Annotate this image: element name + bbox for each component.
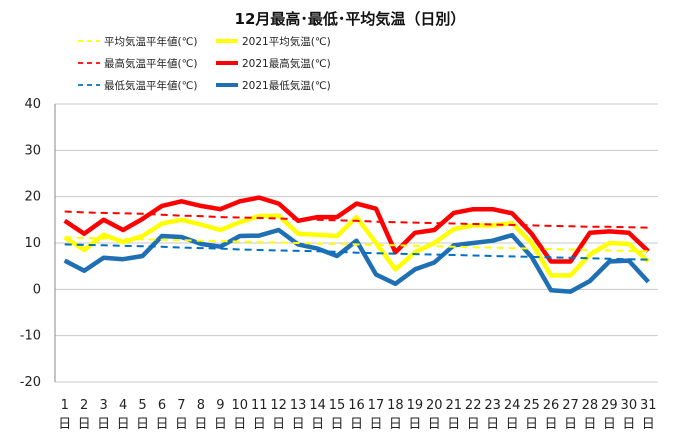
y-tick-label: -10 [20, 329, 41, 344]
x-tick-suffix: 日 [467, 417, 480, 432]
x-tick-suffix: 日 [486, 417, 499, 432]
legend-label: 2021最低気温(℃) [242, 79, 331, 92]
x-tick-suffix: 日 [58, 417, 71, 432]
x-tick-label: 1 [61, 398, 69, 413]
x-tick-suffix: 日 [311, 417, 324, 432]
x-tick-label: 24 [504, 398, 521, 413]
x-tick-suffix: 日 [583, 417, 596, 432]
series-line [64, 210, 649, 229]
series-line [64, 243, 649, 261]
series-line [64, 236, 649, 253]
y-axis: -20 -10 0 10 20 30 40 [20, 97, 41, 390]
series-line [63, 195, 650, 264]
x-tick-label: 10 [232, 398, 249, 413]
x-tick-label: 20 [426, 398, 443, 413]
x-tick-suffix: 日 [253, 417, 266, 432]
x-tick-suffix: 日 [233, 417, 246, 432]
y-tick-label: 0 [33, 282, 41, 297]
x-tick-suffix: 日 [447, 417, 460, 432]
x-tick-suffix: 日 [117, 417, 130, 432]
y-tick-label: 40 [24, 97, 41, 112]
x-tick-suffix: 日 [194, 417, 207, 432]
x-tick-label: 2 [80, 398, 88, 413]
x-tick-suffix: 日 [331, 417, 344, 432]
legend-label: 最低気温平年値(℃) [104, 79, 198, 92]
chart-title: 12月最高･最低･平均気温（日別） [235, 10, 466, 28]
x-tick-suffix: 日 [272, 417, 285, 432]
x-tick-label: 6 [158, 398, 166, 413]
x-tick-label: 22 [465, 398, 482, 413]
x-tick-label: 4 [119, 398, 127, 413]
x-tick-label: 12 [270, 398, 287, 413]
x-tick-suffix: 日 [545, 417, 558, 432]
x-tick-label: 28 [582, 398, 599, 413]
x-tick-label: 13 [290, 398, 307, 413]
x-tick-label: 16 [348, 398, 365, 413]
y-tick-label: 20 [24, 190, 41, 205]
y-tick-label: -20 [20, 375, 41, 390]
x-tick-suffix: 日 [564, 417, 577, 432]
grid [54, 103, 658, 383]
x-tick-label: 25 [523, 398, 540, 413]
x-tick-label: 27 [562, 398, 579, 413]
x-tick-suffix: 日 [97, 417, 110, 432]
series-lines [63, 195, 650, 294]
y-tick-label: 30 [24, 143, 41, 158]
x-tick-suffix: 日 [136, 417, 149, 432]
x-tick-label: 31 [640, 398, 657, 413]
x-tick-label: 23 [484, 398, 501, 413]
x-tick-suffix: 日 [214, 417, 227, 432]
x-tick-suffix: 日 [642, 417, 655, 432]
x-tick-suffix: 日 [622, 417, 635, 432]
x-tick-suffix: 日 [506, 417, 519, 432]
x-tick-suffix: 日 [175, 417, 188, 432]
x-tick-label: 11 [251, 398, 268, 413]
x-tick-label: 21 [445, 398, 462, 413]
x-tick-label: 9 [216, 398, 224, 413]
x-tick-label: 17 [368, 398, 385, 413]
legend-label: 最高気温平年値(℃) [104, 57, 198, 70]
x-tick-label: 26 [543, 398, 560, 413]
y-tick-label: 10 [24, 236, 41, 251]
x-tick-label: 19 [407, 398, 424, 413]
x-tick-label: 18 [387, 398, 404, 413]
x-tick-suffix: 日 [389, 417, 402, 432]
x-tick-suffix: 日 [369, 417, 382, 432]
legend-label: 2021最高気温(℃) [242, 57, 331, 70]
legend: 平均気温平年値(℃) 2021平均気温(℃) 最高気温平年値(℃) 2021最高気温(… [78, 35, 331, 92]
x-axis: 1日2日3日4日5日6日7日8日9日10日11日12日13日14日15日16日1… [58, 398, 656, 432]
x-tick-suffix: 日 [408, 417, 421, 432]
x-tick-suffix: 日 [350, 417, 363, 432]
x-tick-label: 3 [99, 398, 107, 413]
x-tick-suffix: 日 [292, 417, 305, 432]
x-tick-suffix: 日 [428, 417, 441, 432]
series-line [63, 227, 650, 294]
x-tick-suffix: 日 [525, 417, 538, 432]
x-tick-suffix: 日 [603, 417, 616, 432]
legend-label: 2021平均気温(℃) [242, 35, 331, 48]
x-tick-suffix: 日 [155, 417, 168, 432]
x-tick-label: 14 [309, 398, 326, 413]
x-tick-label: 29 [601, 398, 618, 413]
x-tick-label: 8 [197, 398, 205, 413]
x-tick-label: 15 [329, 398, 346, 413]
x-tick-suffix: 日 [78, 417, 91, 432]
legend-label: 平均気温平年値(℃) [104, 35, 198, 48]
x-tick-label: 5 [138, 398, 146, 413]
x-tick-label: 30 [621, 398, 638, 413]
x-tick-label: 7 [177, 398, 185, 413]
series-line [63, 213, 650, 278]
